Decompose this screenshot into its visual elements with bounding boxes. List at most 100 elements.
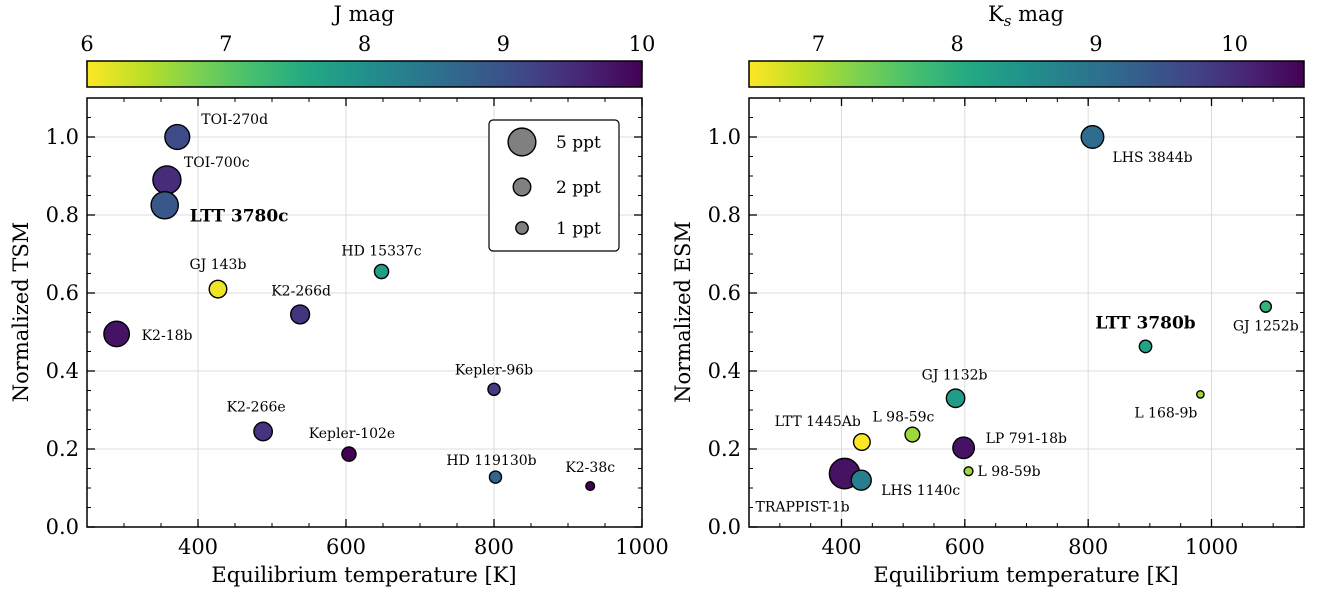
planet-marker: [1138, 339, 1153, 354]
planet-label: TOI-700c: [184, 155, 250, 171]
colorbar-right-label: Ks mag: [988, 2, 1064, 30]
planet-marker: [152, 165, 182, 195]
planet-marker: [850, 469, 872, 491]
colorbar-tick-label: 10: [1221, 32, 1248, 56]
colorbar-tick-label: 7: [812, 32, 825, 56]
legend-marker: [515, 221, 529, 235]
planet-marker: [904, 426, 921, 443]
colorbar-tick-label: 8: [358, 32, 371, 56]
planet-marker: [852, 432, 871, 451]
planet-marker: [1196, 390, 1205, 399]
planet-label: HD 119130b: [446, 453, 536, 469]
planet-label: K2-38c: [565, 460, 615, 476]
x-tick-label: 800: [1068, 535, 1108, 559]
points-right: LHS 3844b GJ 1252b LTT 3780b L 168-9b GJ 113…: [755, 125, 1299, 516]
planet-label: Kepler-102e: [309, 426, 396, 442]
ylabel-left: Normalized TSM: [9, 222, 33, 402]
planet-marker: [952, 436, 976, 460]
colorbar-right-label-rest: mag: [1011, 2, 1064, 26]
x-tick-label: 800: [474, 535, 514, 559]
plot-left: 400 600 800 1000 0.0 0.2 0.4 0.6 0.8 1.0 TOI-270d…: [9, 97, 669, 587]
x-tick-label: 400: [178, 535, 218, 559]
colorbar-tick-label: 6: [80, 32, 93, 56]
colorbar-right-bar: [748, 60, 1305, 88]
planet-label: K2-18b: [142, 328, 193, 344]
y-tick-label: 0.4: [708, 359, 741, 383]
grid-right: [749, 98, 1304, 527]
planet-label: GJ 1132b: [922, 367, 988, 383]
planet-marker: [963, 466, 974, 477]
planet-marker: [150, 190, 179, 220]
points-left: TOI-270d TOI-700c LTT 3780c HD 15337c GJ 143…: [103, 112, 615, 492]
legend-label: 1 ppt: [556, 219, 601, 239]
planet-label: Kepler-96b: [455, 362, 533, 378]
colorbar-right-label-main: K: [988, 2, 1004, 26]
colorbar-tick-label: 8: [950, 32, 963, 56]
x-tick-label: 600: [326, 535, 366, 559]
planet-marker: [164, 123, 191, 151]
plot-right: 400 600 800 1000 0.0 0.2 0.4 0.6 0.8 1.0 LHS 3844…: [671, 97, 1305, 587]
y-tick-label: 0.0: [708, 515, 741, 539]
planet-marker: [945, 388, 966, 409]
planet-marker: [1080, 125, 1105, 149]
colorbar-tick-label: 9: [1089, 32, 1102, 56]
axes-frame-left: [86, 97, 643, 528]
size-legend: 5 ppt 2 ppt 1 ppt: [488, 119, 620, 252]
colorbar-tick-label: 9: [497, 32, 510, 56]
planet-marker: [487, 382, 501, 397]
colorbar-right: Ks mag 7 8 9 10: [748, 2, 1305, 88]
colorbar-left-label: J mag: [332, 2, 395, 26]
planet-marker: [290, 304, 311, 325]
y-tick-label: 0.8: [708, 203, 741, 227]
axes-frame-right: [748, 97, 1305, 528]
planet-marker: [341, 446, 357, 462]
legend-marker: [512, 177, 532, 197]
planet-label: LTT 3780c: [190, 206, 289, 226]
planet-marker: [253, 421, 274, 442]
y-tick-label: 0.2: [46, 437, 79, 461]
x-tick-label: 1000: [1185, 535, 1238, 559]
planet-label: K2-266d: [271, 283, 331, 299]
y-tick-label: 1.0: [708, 125, 741, 149]
y-tick-label: 0.4: [46, 359, 79, 383]
planet-label: L 98-59c: [872, 410, 934, 426]
planet-marker: [585, 480, 596, 492]
x-tick-label: 400: [821, 535, 861, 559]
planet-label: TRAPPIST-1b: [755, 500, 849, 516]
colorbar-left: J mag 6 7 8 9 10: [80, 2, 655, 88]
planet-label: GJ 1252b: [1233, 319, 1299, 335]
planet-label: LTT 1445Ab: [775, 414, 861, 430]
x-tick-label: 600: [945, 535, 985, 559]
planet-label: L 98-59b: [978, 464, 1041, 480]
legend-label: 2 ppt: [556, 178, 601, 198]
legend-label: 5 ppt: [556, 133, 601, 153]
planet-label: LHS 1140c: [881, 483, 960, 499]
colorbar-tick-label: 7: [219, 32, 232, 56]
planet-label: HD 15337c: [341, 244, 421, 260]
planet-marker: [373, 263, 390, 280]
y-tick-label: 1.0: [46, 125, 79, 149]
planet-label: K2-266e: [227, 399, 286, 415]
planet-label: LTT 3780b: [1095, 313, 1195, 333]
y-tick-label: 0.2: [708, 437, 741, 461]
planet-label: TOI-270d: [201, 112, 268, 128]
xlabel-left: Equilibrium temperature [K]: [211, 563, 516, 587]
xlabel-right: Equilibrium temperature [K]: [873, 563, 1178, 587]
colorbar-left-bar: [86, 60, 643, 88]
axis-ticks-right: 400 600 800 1000 0.0 0.2 0.4 0.6 0.8 1.0: [708, 98, 1305, 559]
y-tick-label: 0.6: [708, 281, 741, 305]
planet-label: L 168-9b: [1134, 405, 1197, 421]
ylabel-right: Normalized ESM: [671, 221, 695, 403]
legend-marker: [507, 127, 537, 157]
y-tick-label: 0.6: [46, 281, 79, 305]
x-tick-label: 1000: [615, 535, 668, 559]
planet-marker: [1259, 300, 1273, 313]
planet-marker: [488, 470, 503, 484]
planet-label: LHS 3844b: [1112, 150, 1192, 166]
planet-marker: [208, 279, 228, 299]
y-tick-label: 0.8: [46, 203, 79, 227]
colorbar-right-label-sub: s: [1004, 12, 1012, 30]
y-tick-label: 0.0: [46, 515, 79, 539]
planet-marker: [103, 320, 131, 348]
